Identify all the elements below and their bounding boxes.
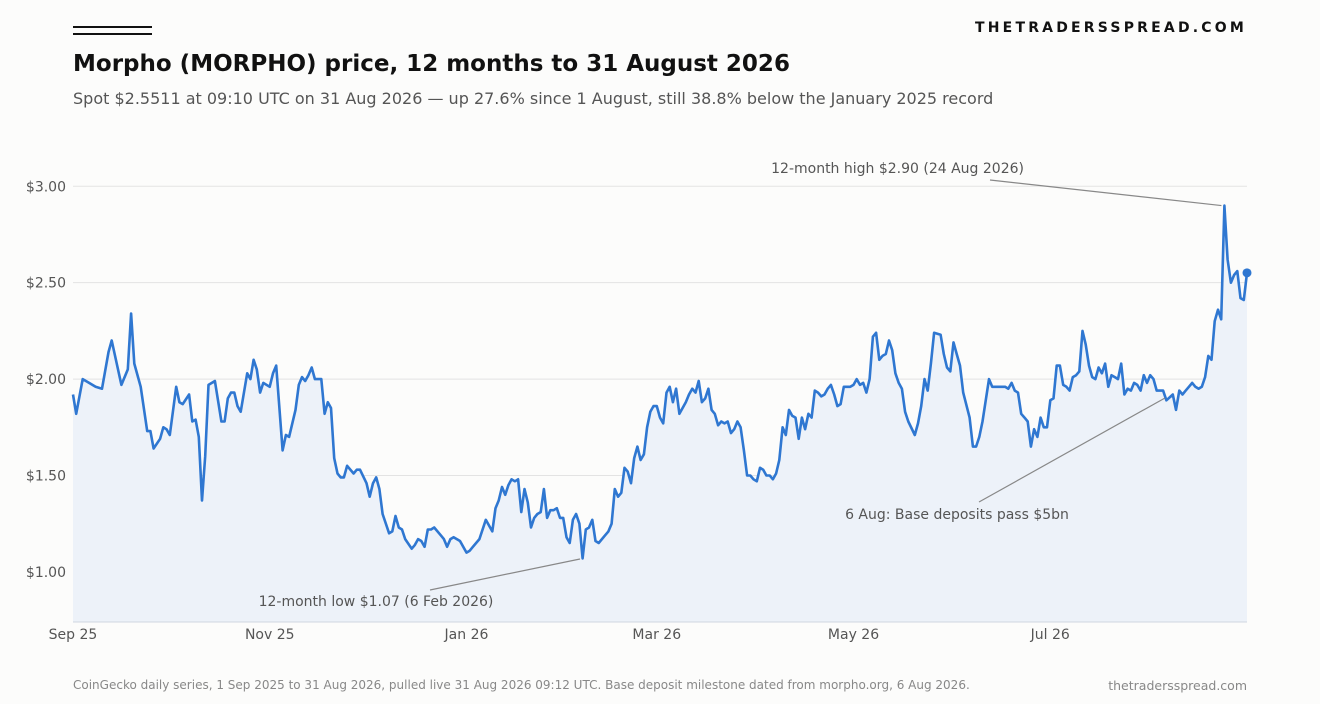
y-tick-label: $2.00 [26,372,66,388]
price-line [71,204,1249,560]
annotation-leader [429,558,581,591]
annotation-label: 12-month high $2.90 (24 Aug 2026) [771,161,1024,177]
last-price-marker [1242,268,1252,278]
annotation-label: 12-month low $1.07 (6 Feb 2026) [259,594,494,610]
y-tick-label: $2.50 [26,276,66,292]
y-tick-label: $1.00 [26,565,66,581]
header-rule-top [73,26,152,28]
x-tick-label: May 26 [828,627,879,643]
x-tick-label: Mar 26 [632,627,681,643]
x-tick-label: Jul 26 [1030,627,1070,643]
x-tick-label: Nov 25 [245,627,295,643]
annotation-leader [978,397,1166,503]
y-tick-label: $1.50 [26,468,66,484]
y-tick-label: $3.00 [26,179,66,195]
price-area [73,205,1247,622]
brand-wordmark: THETRADERSSPREAD.COM [975,20,1247,36]
x-tick-label: Sep 25 [49,627,98,643]
annotation-label: 6 Aug: Base deposits pass $5bn [845,507,1069,523]
header-rule-bottom [73,33,152,35]
source-note: CoinGecko daily series, 1 Sep 2025 to 31… [73,678,970,692]
annotation-leader [989,179,1222,207]
header-rule [73,26,152,36]
footer-site: thetradersspread.com [1108,678,1247,693]
chart-subtitle: Spot $2.5511 at 09:10 UTC on 31 Aug 2026… [73,89,994,108]
x-tick-label: Jan 26 [444,627,489,643]
chart-title: Morpho (MORPHO) price, 12 months to 31 A… [73,51,790,77]
